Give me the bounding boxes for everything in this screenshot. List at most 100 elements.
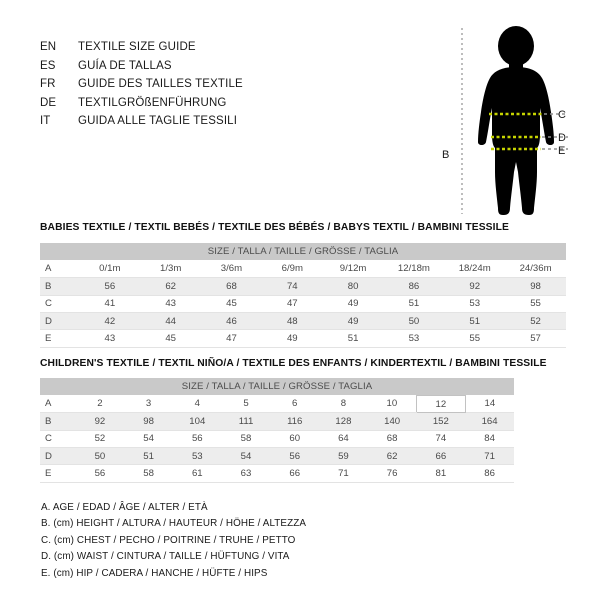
table-cell: 45 — [201, 295, 262, 314]
table-cell: 152 — [416, 412, 466, 431]
title-row: IT GUIDA ALLE TAGLIE TESSILI — [40, 112, 370, 131]
table-cell: 48 — [261, 312, 323, 331]
title-text: GUÍA DE TALLAS — [78, 59, 172, 72]
children-table-body: SIZE / TALLA / TAILLE / GRÖSSE / TAGLIA A… — [40, 378, 514, 483]
table-cell: 10 — [367, 395, 417, 414]
figure-label-waist: D — [558, 132, 566, 144]
table-cell: 45 — [140, 329, 202, 348]
table-cell: 104 — [172, 412, 222, 431]
table-row: A 2 3 4 5 6 8 10 12 14 — [40, 394, 514, 414]
table-cell: 55 — [505, 295, 566, 314]
table-group-header-label: SIZE / TALLA / TAILLE / GRÖSSE / TAGLIA — [40, 378, 514, 396]
table-group-header-row: SIZE / TALLA / TAILLE / GRÖSSE / TAGLIA — [40, 243, 566, 261]
table-cell: 98 — [505, 277, 566, 296]
table-row-label: E — [40, 464, 76, 483]
table-cell: 81 — [416, 464, 466, 483]
table-cell: 57 — [505, 329, 566, 348]
table-cell: 164 — [465, 412, 514, 431]
table-cell: 50 — [383, 312, 445, 331]
table-cell: 12 — [415, 394, 466, 414]
table-cell: 116 — [270, 412, 320, 431]
table-cell: 60 — [270, 430, 320, 449]
table-cell: 58 — [124, 464, 173, 483]
title-language-code: EN — [40, 41, 57, 53]
table-row: D 42 44 46 48 49 50 51 52 — [40, 312, 566, 331]
table-row-label: C — [40, 295, 80, 314]
table-cell: 43 — [79, 329, 141, 348]
table-cell: 49 — [322, 312, 384, 331]
legend-line: C. (cm) CHEST / PECHO / POITRINE / TRUHE… — [41, 534, 296, 546]
table-cell: 140 — [367, 412, 417, 431]
table-cell: 68 — [201, 277, 262, 296]
title-row: EN TEXTILE SIZE GUIDE — [40, 38, 370, 57]
table-cell: 59 — [319, 447, 368, 466]
table-cell: 3 — [124, 395, 173, 414]
table-cell: 92 — [75, 412, 125, 431]
table-cell: 9/12m — [322, 260, 384, 279]
table-cell: 63 — [221, 464, 271, 483]
table-cell: 2 — [75, 395, 125, 414]
table-cell: 5 — [221, 395, 271, 414]
table-cell: 56 — [75, 464, 125, 483]
table-cell: 86 — [383, 277, 445, 296]
table-row-label: D — [40, 312, 80, 331]
table-row: C 52 54 56 58 60 64 68 74 84 — [40, 430, 514, 449]
title-text: TEXTILGRÖßENFÜHRUNG — [78, 96, 227, 109]
children-size-table: SIZE / TALLA / TAILLE / GRÖSSE / TAGLIA A… — [40, 378, 514, 483]
table-cell: 62 — [367, 447, 417, 466]
table-cell: 53 — [444, 295, 506, 314]
child-silhouette-icon — [461, 26, 568, 215]
title-row: ES GUÍA DE TALLAS — [40, 57, 370, 76]
children-section-caption: CHILDREN'S TEXTILE / TEXTIL NIÑO/A / TEX… — [40, 358, 547, 369]
table-cell: 53 — [172, 447, 222, 466]
table-cell: 52 — [505, 312, 566, 331]
table-cell: 111 — [221, 412, 271, 431]
table-cell: 51 — [383, 295, 445, 314]
body-measurement-diagram: B C D E — [432, 22, 600, 220]
measurement-legend: A. AGE / EDAD / ÂGE / ALTER / ETÀ B. (cm)… — [41, 500, 306, 582]
table-row: E 56 58 61 63 66 71 76 81 86 — [40, 464, 514, 483]
table-cell: 66 — [270, 464, 320, 483]
table-cell: 4 — [172, 395, 222, 414]
table-cell: 51 — [444, 312, 506, 331]
table-row-label: B — [40, 277, 80, 296]
table-row-label: A — [40, 260, 80, 279]
table-cell: 51 — [322, 329, 384, 348]
silhouette-shape — [478, 26, 554, 215]
table-cell: 62 — [140, 277, 202, 296]
title-language-code: FR — [40, 78, 56, 91]
title-row: DE TEXTILGRÖßENFÜHRUNG — [40, 94, 370, 113]
title-text: TEXTILE SIZE GUIDE — [78, 41, 196, 53]
table-cell: 71 — [319, 464, 368, 483]
table-row: C 41 43 45 47 49 51 53 55 — [40, 295, 566, 314]
table-cell: 74 — [416, 430, 466, 449]
table-group-header-label: SIZE / TALLA / TAILLE / GRÖSSE / TAGLIA — [40, 243, 566, 261]
babies-section-caption: BABIES TEXTILE / TEXTIL BEBÉS / TEXTILE … — [40, 222, 509, 233]
figure-label-hip: E — [558, 145, 566, 157]
table-cell: 53 — [383, 329, 445, 348]
table-group-header-row: SIZE / TALLA / TAILLE / GRÖSSE / TAGLIA — [40, 378, 514, 396]
table-cell: 56 — [172, 430, 222, 449]
table-cell: 47 — [201, 329, 262, 348]
title-language-code: ES — [40, 59, 56, 72]
table-cell: 14 — [465, 395, 514, 414]
table-cell: 54 — [221, 447, 271, 466]
table-cell: 92 — [444, 277, 506, 296]
table-cell: 54 — [124, 430, 173, 449]
table-cell: 51 — [124, 447, 173, 466]
title-text: GUIDA ALLE TAGLIE TESSILI — [78, 115, 238, 128]
babies-table-body: SIZE / TALLA / TAILLE / GRÖSSE / TAGLIA A… — [40, 243, 566, 348]
table-row: B 92 98 104 111 116 128 140 152 164 — [40, 412, 514, 431]
legend-line: D. (cm) WAIST / CINTURA / TAILLE / HÜFTU… — [41, 551, 290, 563]
table-cell: 128 — [319, 412, 368, 431]
figure-label-chest: C — [558, 109, 566, 121]
table-row: A 0/1m 1/3m 3/6m 6/9m 9/12m 12/18m 18/24m 24/36m — [40, 260, 566, 279]
table-cell: 3/6m — [201, 260, 262, 279]
table-cell: 56 — [79, 277, 141, 296]
table-cell: 80 — [322, 277, 384, 296]
table-cell: 44 — [140, 312, 202, 331]
table-row-label: D — [40, 447, 76, 466]
legend-line: A. AGE / EDAD / ÂGE / ALTER / ETÀ — [41, 502, 208, 513]
table-cell: 98 — [124, 412, 173, 431]
table-cell: 6/9m — [261, 260, 323, 279]
